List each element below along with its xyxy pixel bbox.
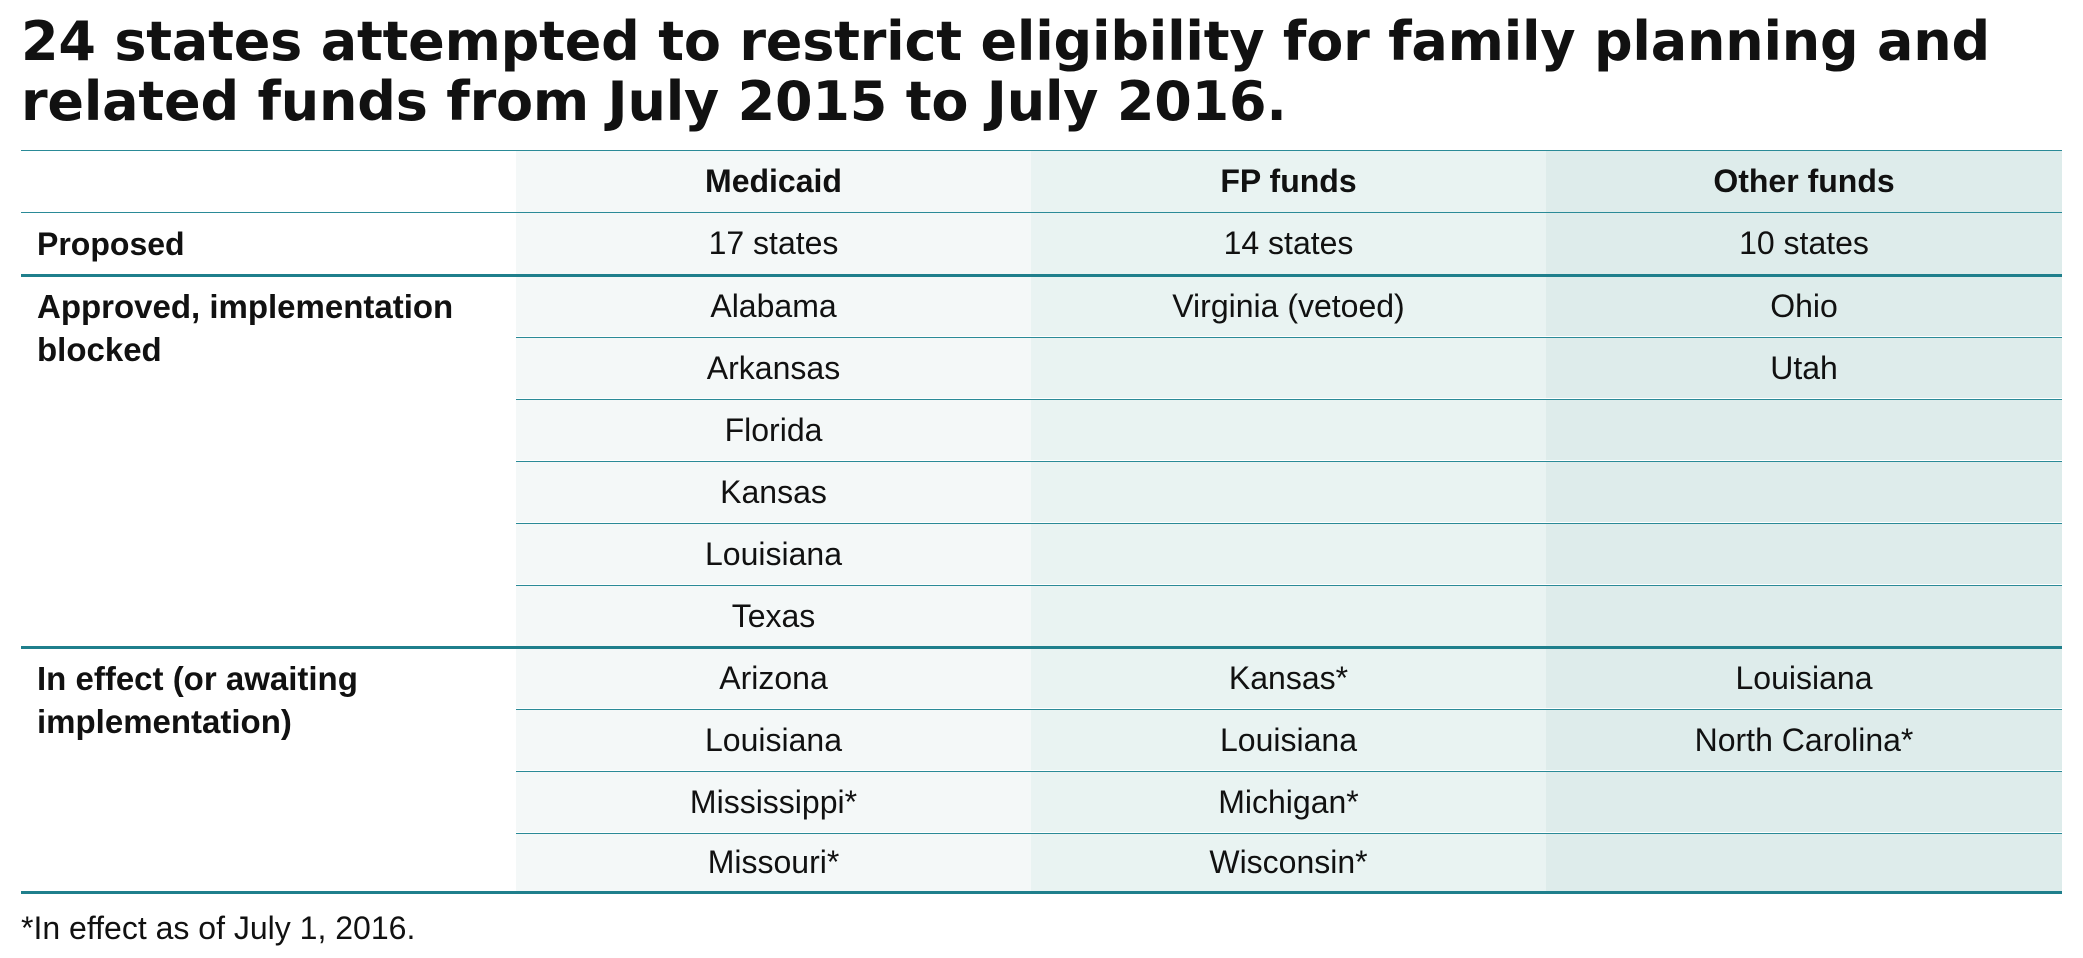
table-cell: Mississippi*	[516, 771, 1031, 832]
row-label-spacer	[21, 461, 516, 522]
proposed-label: Proposed	[21, 213, 516, 274]
table-row: Missouri* Wisconsin*	[21, 832, 2062, 894]
header-blank-cell	[21, 151, 516, 212]
table-cell	[1031, 399, 1546, 460]
proposed-medicaid-count: 17 states	[516, 213, 1031, 274]
table-cell: Louisiana	[516, 523, 1031, 584]
approved-group-label: Approved, implementation blocked	[37, 288, 454, 368]
table-row: Mississippi* Michigan*	[21, 770, 2062, 832]
table-cell: Utah	[1546, 337, 2062, 398]
table-row: Alabama Virginia (vetoed) Ohio	[21, 274, 2062, 336]
table-cell: Kansas*	[1031, 649, 1546, 708]
table-cell: Ohio	[1546, 277, 2062, 336]
table-cell: Kansas	[516, 461, 1031, 522]
table-row: Arkansas Utah	[21, 336, 2062, 398]
proposed-row: Proposed 17 states 14 states 10 states	[21, 212, 2062, 274]
in-effect-group: In effect (or awaiting implementation) A…	[21, 646, 2062, 894]
table-row: Arizona Kansas* Louisiana	[21, 646, 2062, 708]
column-header-medicaid: Medicaid	[516, 151, 1031, 212]
table-header-row: Medicaid FP funds Other funds	[21, 150, 2062, 212]
table-row: Kansas	[21, 460, 2062, 522]
table-cell: Wisconsin*	[1031, 833, 1546, 891]
row-label-spacer	[21, 585, 516, 646]
table-cell: Louisiana	[1031, 709, 1546, 770]
table-cell: Louisiana	[516, 709, 1031, 770]
table-cell: North Carolina*	[1546, 709, 2062, 770]
table-row: Florida	[21, 398, 2062, 460]
row-label-spacer	[21, 399, 516, 460]
table-cell	[1031, 461, 1546, 522]
in-effect-group-label: In effect (or awaiting implementation)	[37, 660, 358, 740]
proposed-other-funds-count: 10 states	[1546, 213, 2062, 274]
row-label-spacer	[21, 833, 516, 891]
table-row: Louisiana Louisiana North Carolina*	[21, 708, 2062, 770]
table-row: Louisiana	[21, 522, 2062, 584]
table-cell	[1546, 771, 2062, 832]
column-header-other-funds: Other funds	[1546, 151, 2062, 212]
table-cell: Arizona	[516, 649, 1031, 708]
chart-title-line-1: 24 states attempted to restrict eligibil…	[21, 10, 1990, 73]
row-label-spacer	[21, 277, 516, 336]
eligibility-table: Medicaid FP funds Other funds Proposed 1…	[21, 150, 2062, 894]
table-cell: Virginia (vetoed)	[1031, 277, 1546, 336]
footnote: *In effect as of July 1, 2016.	[21, 910, 416, 946]
proposed-fp-funds-count: 14 states	[1031, 213, 1546, 274]
table-cell: Missouri*	[516, 833, 1031, 891]
table-cell: Alabama	[516, 277, 1031, 336]
row-label-spacer	[21, 523, 516, 584]
table-cell: Louisiana	[1546, 649, 2062, 708]
chart-title-line-2: related funds from July 2015 to July 201…	[21, 70, 1287, 133]
table-cell: Michigan*	[1031, 771, 1546, 832]
table-cell	[1546, 523, 2062, 584]
table-cell	[1546, 585, 2062, 646]
table-row: Texas	[21, 584, 2062, 646]
table-cell: Florida	[516, 399, 1031, 460]
table-cell: Texas	[516, 585, 1031, 646]
table-cell	[1546, 399, 2062, 460]
row-label-spacer	[21, 771, 516, 832]
column-header-fp-funds: FP funds	[1031, 151, 1546, 212]
table-cell	[1031, 337, 1546, 398]
approved-group: Approved, implementation blocked Alabama…	[21, 274, 2062, 646]
table-cell: Arkansas	[516, 337, 1031, 398]
table-cell	[1546, 833, 2062, 891]
table-cell	[1546, 461, 2062, 522]
chart-title: 24 states attempted to restrict eligibil…	[21, 0, 2062, 132]
table-cell	[1031, 523, 1546, 584]
table-cell	[1031, 585, 1546, 646]
chart-page: 24 states attempted to restrict eligibil…	[21, 0, 2062, 946]
